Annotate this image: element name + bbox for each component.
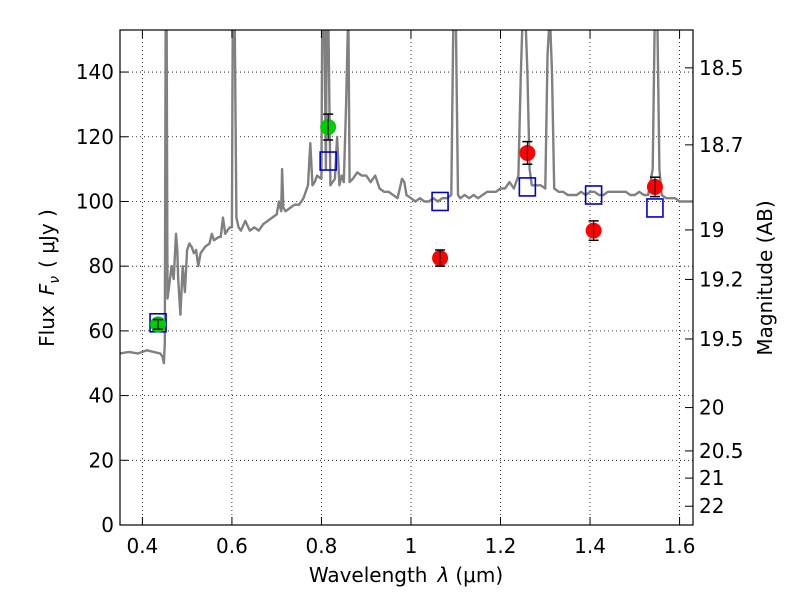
y2-tick-label-0: 18.5 — [699, 56, 744, 80]
y-tick-label-0: 0 — [101, 513, 114, 537]
y2-tick-label-4: 19.5 — [699, 327, 744, 351]
y-axis-label-unit: ( μJy ) — [35, 209, 59, 268]
y2-tick-label-1: 18.7 — [699, 133, 744, 157]
x-tick-label-2: 0.8 — [306, 534, 338, 558]
synthetic-square-2 — [431, 191, 449, 212]
y-tick-label-5: 100 — [76, 189, 114, 213]
x-tick-label-5: 1.4 — [574, 534, 606, 558]
y2-tick-label-7: 21 — [699, 466, 724, 490]
synthetic-square-1 — [319, 151, 337, 171]
y-tick-label-6: 120 — [76, 125, 114, 149]
y-tick-label-1: 20 — [89, 448, 114, 472]
x-axis-label-text: Wavelength — [309, 563, 428, 587]
x-tick-label-0: 0.4 — [126, 534, 158, 558]
x-axis-label-unit: (μm) — [455, 563, 503, 587]
y-tick-label-2: 40 — [89, 384, 114, 408]
synthetic-square-4 — [584, 185, 603, 205]
synthetic-square-5 — [646, 198, 664, 218]
x-tick-label-4: 1.2 — [485, 534, 517, 558]
y-tick-label-4: 80 — [89, 254, 114, 278]
x-tick-label-6: 1.6 — [664, 534, 696, 558]
axis-ticks: 0.4 0.6 0.8 1 1.2 1.4 1.6 0 20 40 60 80 100 120 140 18.… — [76, 30, 744, 558]
x-axis-label-symbol: λ — [437, 563, 450, 587]
y-axis-label-subscript: ν — [47, 276, 63, 284]
y-tick-label-3: 60 — [89, 319, 114, 343]
x-tick-label-1: 0.6 — [216, 534, 248, 558]
x-tick-label-3: 1 — [405, 534, 418, 558]
grid-lines — [120, 30, 693, 526]
synthetic-square-3 — [518, 177, 537, 197]
y-axis-label-symbol: F — [35, 283, 59, 295]
plot-frame — [119, 29, 694, 526]
y2-tick-label-2: 19 — [699, 218, 724, 242]
y2-tick-label-3: 19.2 — [699, 267, 744, 291]
spectrum-line — [120, 30, 693, 365]
y2-tick-label-6: 20.5 — [699, 439, 744, 463]
y-axis-label-text: Flux — [35, 305, 59, 347]
y-axis-label: Flux Fν ( μJy ) — [35, 209, 63, 347]
spectrum-layer — [120, 30, 693, 365]
y2-tick-label-8: 22 — [699, 494, 724, 518]
y2-tick-label-5: 20 — [699, 396, 724, 420]
x-axis-label: Wavelength λ (μm) — [309, 563, 503, 587]
y2-axis-label: Magnitude (AB) — [753, 200, 777, 355]
y-tick-label-7: 140 — [76, 60, 114, 84]
markers-layer — [149, 113, 664, 333]
